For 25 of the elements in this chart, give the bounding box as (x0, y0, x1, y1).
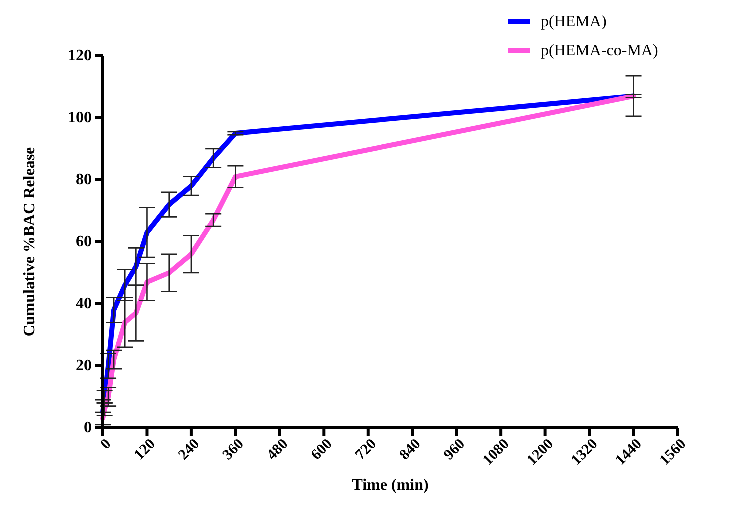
x-axis-title: Time (min) (352, 477, 429, 494)
legend-label: p(HEMA) (541, 14, 607, 30)
x-tick-label: 0 (98, 436, 115, 453)
x-tick-label: 1200 (524, 436, 557, 469)
x-tick-label: 720 (352, 436, 380, 464)
x-tick-label: 840 (397, 436, 424, 464)
x-tick-label: 360 (220, 436, 248, 464)
x-tick-label: 1560 (657, 436, 690, 469)
y-tick-label: 0 (84, 420, 92, 436)
y-axis-title: Cumulative %BAC Release (22, 147, 38, 337)
y-tick-label: 120 (68, 48, 92, 64)
x-tick-label: 1080 (480, 436, 513, 469)
legend-label: p(HEMA-co-MA) (541, 42, 658, 60)
y-tick-label: 60 (76, 234, 92, 250)
x-tick-label: 480 (264, 436, 292, 464)
x-tick-label: 600 (308, 436, 336, 464)
y-tick-label: 80 (76, 172, 92, 188)
y-tick-label: 20 (76, 358, 92, 374)
x-tick-label: 1440 (612, 436, 646, 469)
y-tick-label: 100 (68, 110, 92, 126)
x-tick-label: 960 (441, 436, 469, 464)
x-tick-label: 240 (176, 436, 204, 464)
x-tick-label: 1320 (568, 436, 602, 469)
x-tick-label: 120 (132, 436, 159, 464)
y-tick-label: 40 (76, 296, 92, 312)
